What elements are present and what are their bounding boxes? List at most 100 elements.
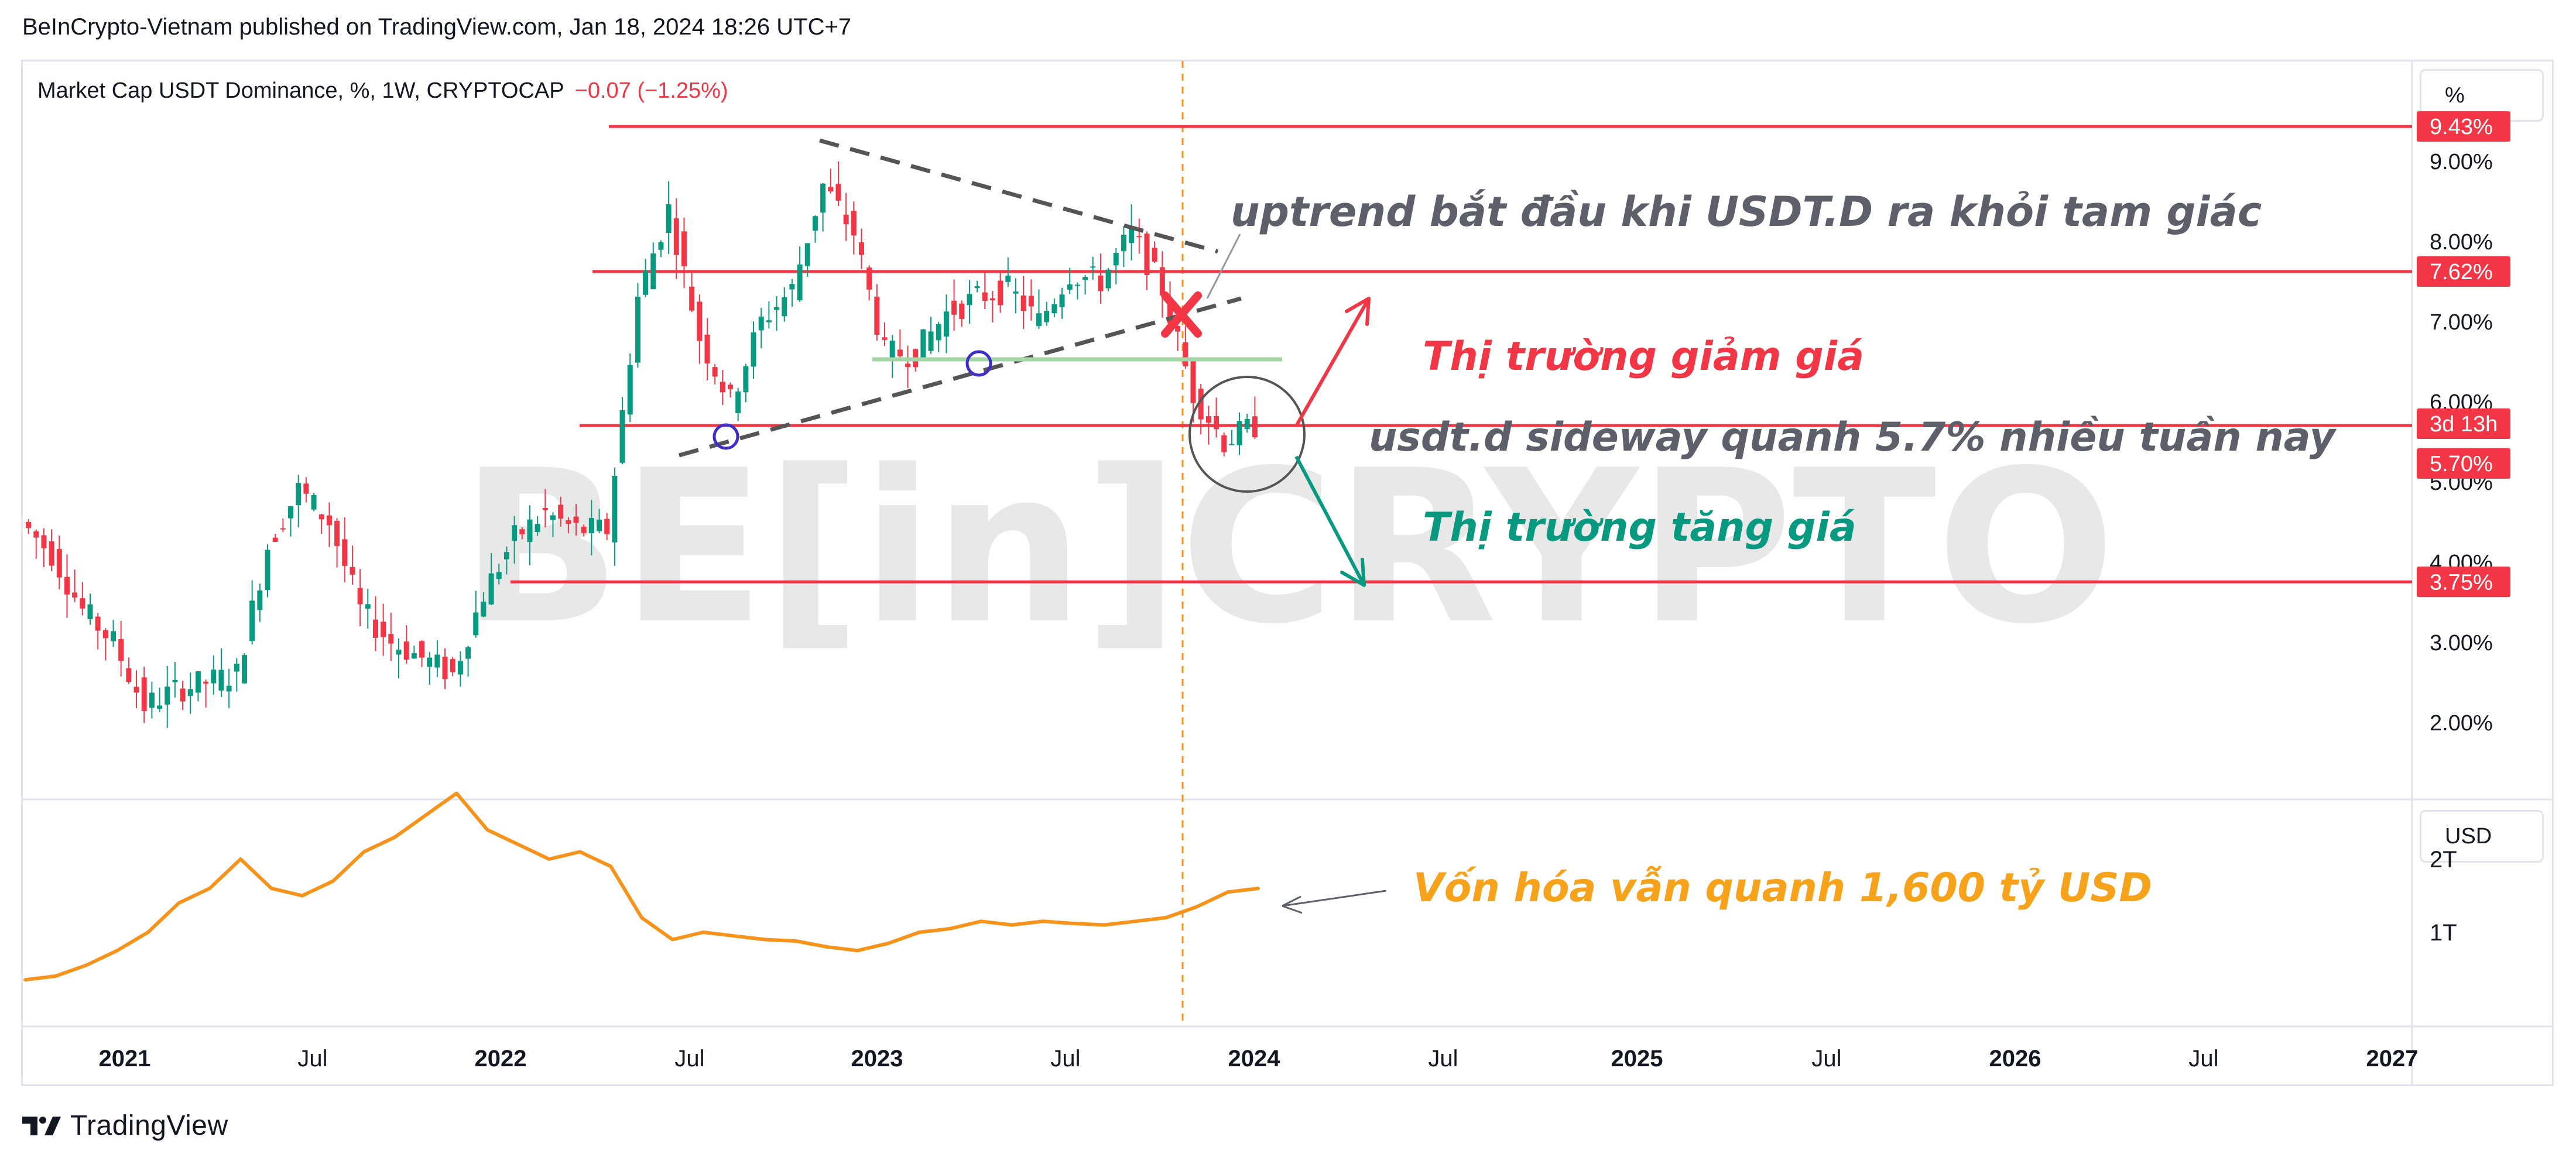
price-badge-label: 7.62%: [2430, 260, 2493, 284]
candle-body: [851, 211, 857, 236]
price-badge-label: 5.70%: [2430, 452, 2493, 476]
chart-legend[interactable]: Market Cap USDT Dominance, %, 1W, CRYPTO…: [37, 78, 728, 104]
candle-body: [959, 303, 965, 319]
lower-scale-unit-button[interactable]: USD: [2420, 810, 2544, 863]
candle-body: [1129, 226, 1135, 243]
triangle-lower-trendline[interactable]: [679, 296, 1242, 458]
candle-body: [481, 602, 487, 617]
candle-body: [643, 270, 649, 295]
candle-body: [1221, 435, 1227, 452]
candle-body: [704, 334, 710, 363]
candle-body: [1005, 275, 1011, 282]
candle-body: [535, 524, 540, 533]
candle-body: [111, 631, 117, 641]
candle-body: [550, 515, 556, 520]
lower-tick-label: 2T: [2430, 847, 2457, 873]
candle-body: [365, 604, 371, 609]
candle-body: [967, 294, 972, 305]
market-cap-point: [455, 792, 458, 795]
candle-body: [187, 689, 193, 696]
tradingview-logo-icon: [22, 1116, 61, 1135]
footer-logo[interactable]: TradingView: [21, 1110, 228, 1142]
triangle-upper-trendline[interactable]: [819, 138, 1218, 254]
candle-body: [1167, 300, 1173, 324]
time-axis-label: 2021: [99, 1046, 151, 1072]
candle-body: [41, 535, 47, 548]
candle-body: [1236, 421, 1242, 445]
candle-body: [797, 264, 803, 301]
sideway-circle[interactable]: [1188, 376, 1306, 493]
candle-body: [141, 677, 147, 711]
candle-body: [56, 549, 62, 578]
candle-body: [658, 242, 664, 250]
market-cap-point: [23, 978, 26, 981]
candle-body: [1175, 325, 1181, 332]
market-cap-point: [671, 938, 674, 941]
price-tick-label: 7.00%: [2430, 310, 2493, 335]
candle-body: [597, 519, 602, 531]
candle-body: [1051, 304, 1057, 314]
candlestick-series[interactable]: [26, 162, 1258, 728]
candle-body: [789, 283, 795, 290]
candle-body: [974, 286, 980, 289]
pivot-circle-1[interactable]: [712, 423, 739, 450]
candle-body: [989, 298, 995, 301]
candle-body: [427, 657, 433, 667]
market-cap-point: [887, 942, 890, 945]
candle-body: [1198, 389, 1204, 420]
market-cap-note: Vốn hóa vẫn quanh 1,600 tỷ USD: [1413, 865, 2152, 911]
bull-arrow-icon[interactable]: [1294, 455, 1366, 587]
market-cap-pointer-icon[interactable]: [1282, 890, 1387, 914]
price-tick-label: 9.00%: [2430, 150, 2493, 174]
candle-body: [1252, 416, 1258, 438]
market-cap-point: [979, 920, 982, 923]
candle-body: [774, 307, 780, 310]
candle-body: [804, 243, 810, 266]
price-badge: [2417, 408, 2510, 439]
market-cap-line: [24, 791, 1259, 982]
candle-body: [318, 514, 324, 520]
market-cap-point: [1134, 920, 1137, 923]
candle-body: [226, 685, 232, 692]
candle-body: [133, 686, 139, 693]
change-value: −0.07 (−1.25%): [574, 78, 728, 103]
candle-body: [588, 517, 594, 534]
candle-body: [835, 184, 841, 201]
candle-body: [1144, 234, 1150, 275]
candle-body: [503, 552, 509, 559]
candle-body: [889, 341, 895, 361]
candle-body: [627, 365, 633, 415]
candle-body: [249, 600, 255, 641]
candle-body: [72, 592, 78, 598]
candle-body: [858, 242, 864, 255]
time-axis-labels: 2021 Jul 2022 Jul 2023 Jul 2024 Jul 2025 Jul 2026 J…: [99, 1046, 2419, 1072]
pivot-circle-2[interactable]: [965, 350, 992, 377]
market-cap-point: [239, 858, 242, 860]
candle-body: [49, 541, 54, 566]
price-badge: [2417, 111, 2510, 142]
horizontal-levels[interactable]: [511, 125, 2412, 583]
note-pointer-line[interactable]: [1206, 234, 1241, 299]
bear-arrow-icon[interactable]: [1294, 297, 1371, 427]
candle-body: [982, 292, 988, 301]
market-cap-point: [1103, 923, 1106, 926]
market-cap-point: [332, 880, 334, 883]
candle-body: [743, 366, 749, 393]
time-axis-label: Jul: [1428, 1046, 1458, 1072]
candle-body: [1183, 342, 1188, 367]
candle-body: [195, 671, 201, 693]
candle-body: [1036, 313, 1042, 327]
candle-body: [998, 280, 1003, 305]
market-cap-series[interactable]: [23, 791, 1260, 982]
market-cap-point: [702, 931, 705, 933]
market-cap-point: [54, 975, 57, 977]
watermark: BE[in]CRYPTO: [461, 425, 2116, 670]
candle-body: [350, 566, 355, 575]
candle-body: [905, 363, 911, 368]
candle-body: [1190, 360, 1196, 403]
breakout-cross-icon[interactable]: [1161, 291, 1202, 338]
candle-body: [1083, 277, 1088, 280]
candle-body: [288, 506, 294, 519]
market-cap-point: [1072, 922, 1075, 925]
